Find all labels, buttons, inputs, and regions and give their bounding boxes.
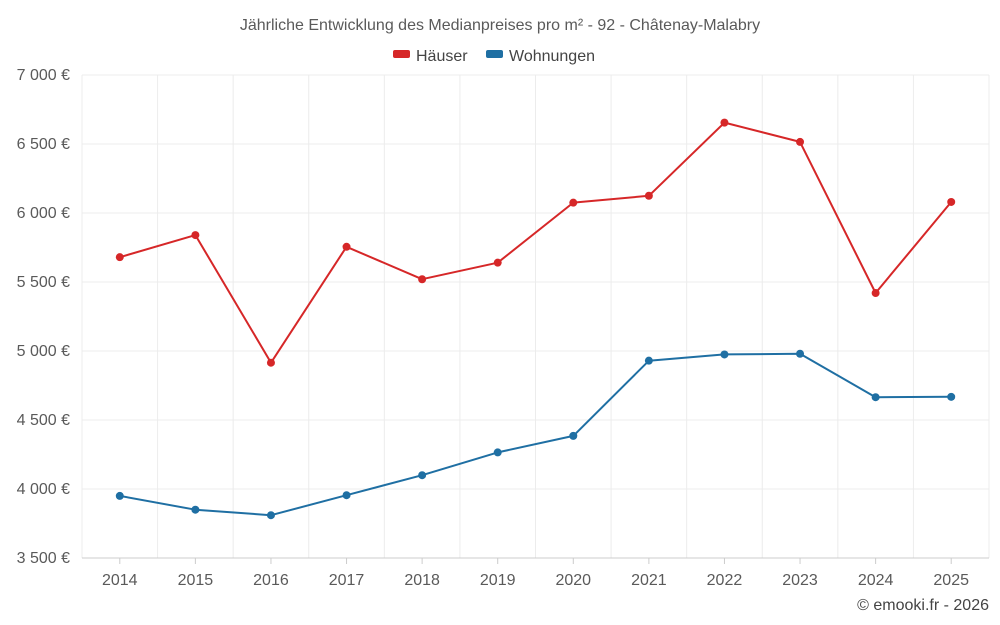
legend-swatch-haeuser xyxy=(393,50,410,58)
y-tick-label: 4 500 € xyxy=(17,412,70,429)
x-tick-label: 2020 xyxy=(555,572,591,589)
data-point-haeuser[interactable] xyxy=(418,275,427,284)
x-tick-label: 2022 xyxy=(707,572,743,589)
data-point-haeuser[interactable] xyxy=(796,137,805,146)
series-wohnungen xyxy=(115,349,956,520)
data-point-wohnungen[interactable] xyxy=(947,392,956,401)
data-point-wohnungen[interactable] xyxy=(115,491,124,500)
x-tick-label: 2024 xyxy=(858,572,894,589)
data-point-wohnungen[interactable] xyxy=(191,505,200,514)
data-point-wohnungen[interactable] xyxy=(644,356,653,365)
data-point-haeuser[interactable] xyxy=(644,191,653,200)
data-point-haeuser[interactable] xyxy=(191,231,200,240)
data-point-wohnungen[interactable] xyxy=(569,431,578,440)
data-point-wohnungen[interactable] xyxy=(493,448,502,457)
x-tick-label: 2025 xyxy=(933,572,969,589)
legend-label-wohnungen: Wohnungen xyxy=(509,48,595,65)
x-tick-label: 2017 xyxy=(329,572,365,589)
legend-swatch-wohnungen xyxy=(486,50,503,58)
data-point-haeuser[interactable] xyxy=(342,242,351,251)
legend-item-wohnungen[interactable]: Wohnungen xyxy=(486,48,595,65)
data-point-haeuser[interactable] xyxy=(947,197,956,206)
x-tick-label: 2019 xyxy=(480,572,516,589)
x-tick-label: 2023 xyxy=(782,572,818,589)
y-tick-label: 7 000 € xyxy=(17,67,70,84)
data-point-wohnungen[interactable] xyxy=(266,511,275,520)
y-tick-label: 5 500 € xyxy=(17,274,70,291)
data-point-haeuser[interactable] xyxy=(871,289,880,298)
data-point-haeuser[interactable] xyxy=(115,253,124,262)
y-tick-label: 5 000 € xyxy=(17,343,70,360)
series-line-wohnungen xyxy=(119,352,952,517)
data-point-wohnungen[interactable] xyxy=(720,350,729,359)
legend-item-haeuser[interactable]: Häuser xyxy=(393,48,468,65)
x-axis: 2014 2015 2016 2017 2018 2019 2020 2021 2022 2023… xyxy=(82,557,989,589)
y-tick-label: 3 500 € xyxy=(17,550,70,567)
series-line-haeuser xyxy=(119,121,952,364)
legend-label-haeuser: Häuser xyxy=(416,48,468,65)
y-axis: 3 500 € 4 000 € 4 500 € 5 000 € 5 500 € 6 000… xyxy=(17,67,70,567)
data-point-wohnungen[interactable] xyxy=(871,393,880,402)
data-point-wohnungen[interactable] xyxy=(342,491,351,500)
x-tick-label: 2015 xyxy=(178,572,214,589)
x-tick-label: 2016 xyxy=(253,572,289,589)
chart-title: Jährliche Entwicklung des Medianpreises … xyxy=(240,17,760,34)
legend: Häuser Wohnungen xyxy=(393,48,595,65)
data-point-haeuser[interactable] xyxy=(493,258,502,267)
y-tick-label: 6 500 € xyxy=(17,136,70,153)
y-tick-label: 6 000 € xyxy=(17,205,70,222)
series xyxy=(115,118,956,520)
data-point-haeuser[interactable] xyxy=(266,358,275,367)
series-haeuser xyxy=(115,118,956,367)
grid xyxy=(81,74,990,559)
credit-text: © emooki.fr - 2026 xyxy=(857,597,989,614)
y-tick-label: 4 000 € xyxy=(17,481,70,498)
data-point-wohnungen[interactable] xyxy=(418,471,427,480)
x-tick-label: 2018 xyxy=(404,572,440,589)
x-tick-label: 2014 xyxy=(102,572,138,589)
data-point-haeuser[interactable] xyxy=(720,118,729,127)
data-point-wohnungen[interactable] xyxy=(796,349,805,358)
data-point-haeuser[interactable] xyxy=(569,198,578,207)
x-tick-label: 2021 xyxy=(631,572,667,589)
